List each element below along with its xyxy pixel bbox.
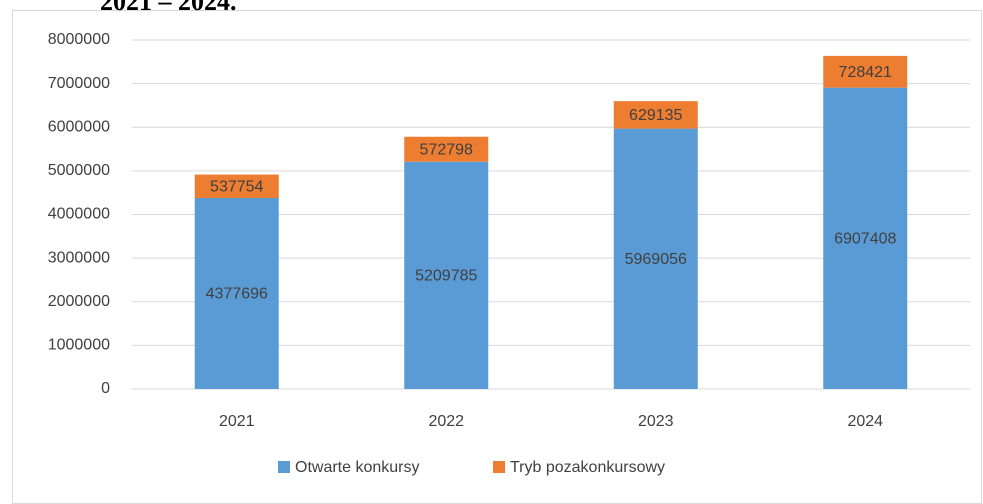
y-tick-label: 8000000	[48, 31, 110, 48]
y-tick-label: 1000000	[48, 337, 110, 354]
y-tick-label: 0	[101, 380, 110, 397]
y-tick-label: 5000000	[48, 162, 110, 179]
legend-swatch	[493, 461, 505, 473]
y-tick-label: 6000000	[48, 118, 110, 135]
x-tick-label: 2023	[638, 413, 674, 430]
data-label: 728421	[839, 64, 892, 81]
y-tick-label: 7000000	[48, 75, 110, 92]
bar-segment	[613, 128, 698, 390]
y-tick-label: 3000000	[48, 249, 110, 266]
data-label: 572798	[420, 141, 473, 158]
bar-segment	[194, 174, 279, 199]
chart-frame	[12, 10, 982, 504]
data-label: 4377696	[206, 286, 268, 303]
x-tick-label: 2022	[428, 413, 464, 430]
legend-swatch	[278, 461, 290, 473]
y-tick-label: 2000000	[48, 293, 110, 310]
data-label: 629135	[629, 107, 682, 124]
bar-segment	[823, 87, 908, 389]
bar-segment	[404, 136, 489, 162]
data-label: 6907408	[834, 231, 896, 248]
data-label: 5209785	[415, 268, 477, 285]
legend-label: Tryb pozakonkursowy	[510, 459, 665, 476]
legend-label: Otwarte konkursy	[295, 459, 419, 476]
bar-segment	[823, 55, 908, 88]
data-label: 5969056	[625, 251, 687, 268]
y-tick-label: 4000000	[48, 206, 110, 223]
x-tick-label: 2024	[847, 413, 883, 430]
bar-segment	[194, 198, 279, 389]
x-tick-label: 2021	[219, 413, 255, 430]
data-label: 537754	[210, 179, 263, 196]
chart-title: 2021 – 2024.	[100, 0, 237, 16]
bar-segment	[613, 101, 698, 129]
bar-segment	[404, 161, 489, 389]
